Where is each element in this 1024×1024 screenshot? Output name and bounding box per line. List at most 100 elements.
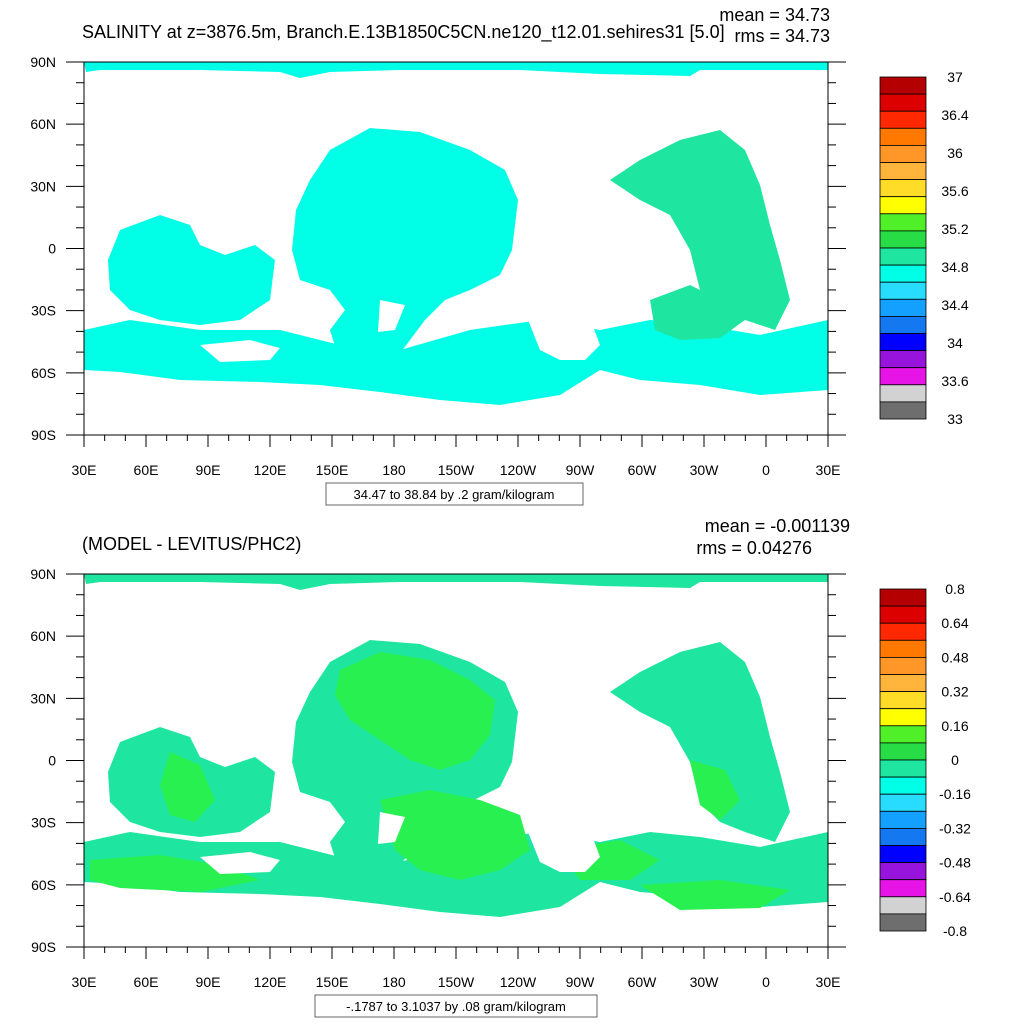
- x-tick-label: 150E: [316, 974, 349, 990]
- x-tick-label: 90W: [566, 974, 596, 990]
- land-mask: [200, 340, 280, 362]
- colorbar-swatch: [879, 384, 927, 403]
- x-tick-label: 90E: [196, 974, 221, 990]
- y-tick-label: 60N: [30, 628, 56, 644]
- arctic-band: [84, 574, 828, 590]
- colorbar-swatch: [879, 913, 927, 932]
- y-tick-label: 90S: [31, 427, 56, 443]
- contour-info-box: [314, 994, 598, 1018]
- x-tick-label: 60W: [628, 462, 658, 478]
- colorbar-label: 36.4: [941, 107, 968, 123]
- x-tick-label: 30E: [72, 462, 97, 478]
- colorbar-swatch: [879, 247, 927, 266]
- contour-info: 34.47 to 38.84 by .2 gram/kilogram: [354, 487, 555, 502]
- colorbar-swatch: [879, 862, 927, 881]
- colorbar-label: 34.8: [941, 259, 968, 275]
- colorbar-label: 0.8: [945, 581, 965, 597]
- x-tick-label: 30W: [690, 974, 720, 990]
- x-tick-label: 120W: [500, 462, 537, 478]
- x-tick-label: 0: [762, 974, 770, 990]
- colorbar-label: 0.16: [941, 718, 968, 734]
- colorbar-label: 37: [947, 69, 963, 85]
- pacific-basin: [292, 128, 518, 370]
- colorbar-swatch: [879, 315, 927, 334]
- colorbar-swatch: [879, 93, 927, 112]
- colorbar-swatch: [879, 605, 927, 624]
- colorbar-swatch: [879, 144, 927, 163]
- colorbar-swatch: [879, 725, 927, 744]
- land-mask: [200, 852, 280, 874]
- x-tick-label: 0: [762, 462, 770, 478]
- colorbar-label: 34.4: [941, 297, 968, 313]
- mean-text: mean = -0.001139: [705, 516, 850, 536]
- colorbar-swatch: [879, 776, 927, 795]
- x-tick-label: 120E: [254, 974, 287, 990]
- x-tick-label: 150W: [438, 974, 475, 990]
- colorbar: 0.8 0.64 0.48 0.32 0.16 0 -0.16 -0.32 -0.48 -0.64…: [879, 581, 971, 939]
- colorbar-label: -0.48: [939, 855, 971, 871]
- colorbar-swatch: [879, 127, 927, 146]
- x-tick-label: 30W: [690, 462, 720, 478]
- colorbar-label: 35.2: [941, 221, 968, 237]
- atlantic-positive: [690, 760, 740, 820]
- land-mask: [520, 807, 600, 872]
- x-tick-label: 120E: [254, 462, 287, 478]
- colorbar-swatch: [879, 674, 927, 693]
- contour-info-box: [325, 482, 584, 506]
- y-tick-label: 0: [48, 241, 56, 257]
- colorbar-swatch: [879, 622, 927, 641]
- colorbar-label: 33.6: [941, 373, 968, 389]
- y-tick-label: 60S: [31, 877, 56, 893]
- colorbar-label: 35.6: [941, 183, 968, 199]
- panel-title: (MODEL - LEVITUS/PHC2): [82, 534, 301, 554]
- colorbar-label: 0: [951, 752, 959, 768]
- colorbar-swatch: [879, 230, 927, 249]
- indian-basin: [108, 215, 275, 325]
- colorbar-swatch: [879, 896, 927, 915]
- southern-positive: [380, 790, 530, 880]
- colorbar-label: 0.64: [941, 615, 968, 631]
- rms-text: rms = 34.73: [734, 26, 830, 46]
- panel-difference: (MODEL - LEVITUS/PHC2) mean = -0.001139 …: [30, 516, 971, 1018]
- x-tick-label: 30E: [816, 974, 841, 990]
- land-mask: [378, 812, 405, 844]
- x-tick-label: 150E: [316, 462, 349, 478]
- x-tick-label: 180: [382, 974, 406, 990]
- y-tick-label: 0: [48, 753, 56, 769]
- colorbar: 37 36.4 36 35.6 35.2 34.8 34.4 34 33.6 33: [879, 69, 969, 427]
- mean-text: mean = 34.73: [719, 5, 830, 25]
- southern-positive: [640, 880, 790, 910]
- y-tick-label: 30S: [31, 815, 56, 831]
- colorbar-label: 36: [947, 145, 963, 161]
- y-tick-label: 30N: [30, 690, 56, 706]
- x-tick-label: 30E: [72, 974, 97, 990]
- rms-text: rms = 0.04276: [696, 538, 812, 558]
- southern-ocean: [84, 320, 828, 405]
- colorbar-label: 0.32: [941, 684, 968, 700]
- colorbar-swatch: [879, 759, 927, 778]
- colorbar-swatch: [879, 708, 927, 727]
- colorbar-swatch: [879, 639, 927, 658]
- x-tick-label: 120W: [500, 974, 537, 990]
- colorbar-swatch: [879, 264, 927, 283]
- colorbar-swatch: [879, 298, 927, 317]
- panel-salinity: SALINITY at z=3876.5m, Branch.E.13B1850C…: [30, 5, 969, 506]
- land-mask: [520, 295, 600, 360]
- colorbar-label: 0.48: [941, 649, 968, 665]
- colorbar-swatch: [879, 810, 927, 829]
- x-tick-label: 60W: [628, 974, 658, 990]
- contour-info: -.1787 to 3.1037 by .08 gram/kilogram: [346, 999, 566, 1014]
- colorbar-label: 33: [947, 411, 963, 427]
- colorbar-swatch: [879, 879, 927, 898]
- colorbar-swatch: [879, 196, 927, 215]
- land-mask: [378, 300, 405, 332]
- colorbar-swatch: [879, 367, 927, 386]
- y-tick-label: 90N: [30, 54, 56, 70]
- colorbar-swatch: [879, 793, 927, 812]
- colorbar-swatch: [879, 76, 927, 95]
- colorbar-swatch: [879, 742, 927, 761]
- colorbar-label: 34: [947, 335, 963, 351]
- y-tick-label: 30N: [30, 178, 56, 194]
- pacific-positive: [335, 652, 495, 770]
